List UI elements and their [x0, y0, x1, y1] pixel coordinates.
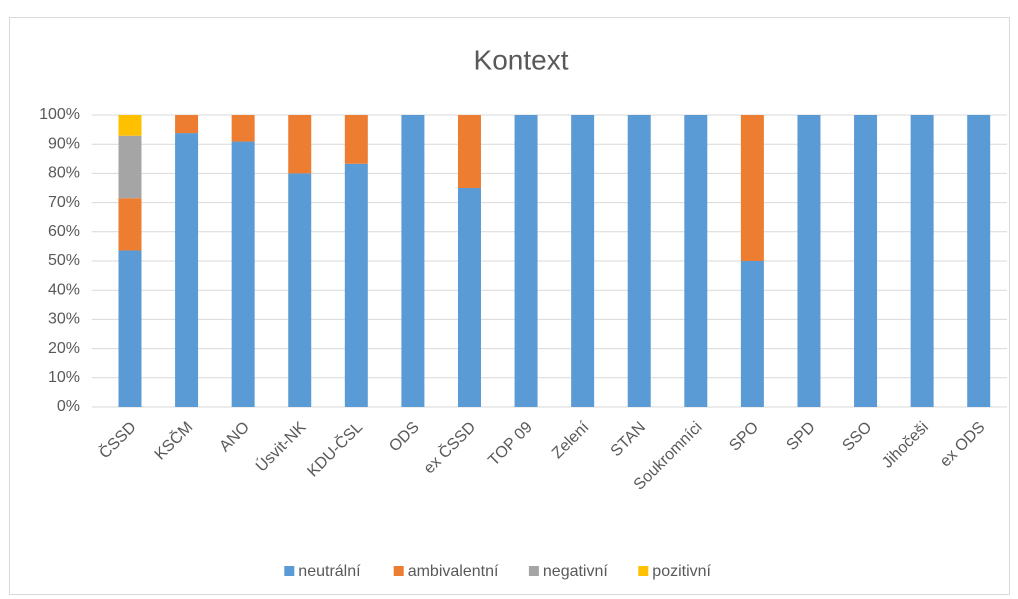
- y-tick-label: 10%: [48, 369, 80, 386]
- legend-label: ambivalentní: [408, 563, 499, 580]
- legend-swatch: [393, 566, 404, 576]
- y-tick-label: 60%: [48, 223, 80, 240]
- bar-segment: [797, 115, 821, 407]
- bar-segment: [288, 115, 312, 174]
- legend-swatch: [638, 566, 649, 576]
- bar-segment: [571, 115, 595, 407]
- legend-label: negativní: [543, 563, 608, 580]
- bar-segment: [231, 141, 255, 407]
- bar-segment: [118, 115, 142, 136]
- bar-segment: [457, 188, 481, 407]
- bar-segment: [684, 115, 708, 407]
- bar-segment: [910, 115, 934, 407]
- legend-label: pozitivní: [652, 563, 711, 580]
- bar-segment: [344, 115, 368, 164]
- bar-segment: [118, 198, 142, 251]
- bar-segment: [457, 115, 481, 188]
- y-tick-label: 20%: [48, 340, 80, 357]
- bar-segment: [175, 133, 199, 407]
- y-tick-label: 80%: [48, 165, 80, 182]
- bar-segment: [740, 261, 764, 407]
- bar-segment: [118, 250, 142, 407]
- bar-segment: [740, 115, 764, 261]
- legend-swatch: [284, 566, 295, 576]
- bar-segment: [231, 115, 255, 142]
- bar-segment: [288, 173, 312, 407]
- chart-title: Kontext: [474, 44, 569, 75]
- bar-segment: [967, 115, 991, 407]
- y-tick-label: 70%: [48, 194, 80, 211]
- y-tick-label: 90%: [48, 135, 80, 152]
- legend-label: neutrální: [298, 563, 361, 580]
- bar-segment: [627, 115, 651, 407]
- bar-segment: [514, 115, 538, 407]
- y-tick-label: 0%: [57, 398, 80, 415]
- bar-segment: [854, 115, 878, 407]
- y-tick-label: 100%: [39, 106, 80, 123]
- y-tick-label: 40%: [48, 281, 80, 298]
- bar-segment: [175, 115, 199, 134]
- bar-segment: [344, 163, 368, 407]
- bar-segment: [118, 135, 142, 199]
- legend-swatch: [528, 566, 539, 576]
- y-tick-label: 50%: [48, 252, 80, 269]
- bar-segment: [401, 115, 425, 407]
- y-tick-label: 30%: [48, 311, 80, 328]
